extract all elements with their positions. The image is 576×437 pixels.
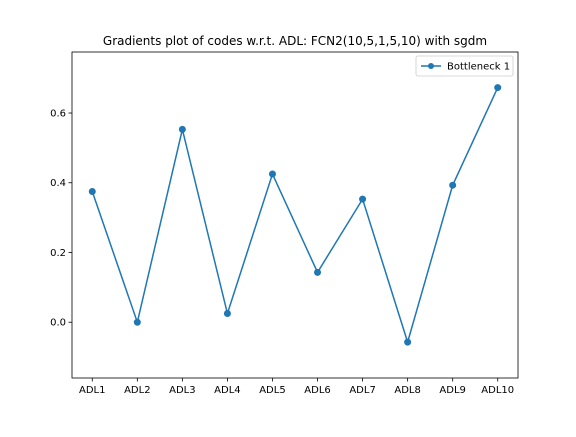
chart-title: Gradients plot of codes w.r.t. ADL: FCN2…: [103, 34, 487, 48]
plot-area: ADL1 ADL2 ADL3 ADL4 ADL5 ADL6 ADL7 ADL8 ADL9 ADL1…: [50, 51, 519, 396]
y-tick-label: 0.0: [50, 318, 66, 329]
data-point: [359, 195, 367, 203]
legend-label: Bottleneck 1: [447, 62, 510, 73]
x-tick-label: ADL5: [259, 385, 285, 396]
series-line: [91, 87, 499, 345]
data-point: [133, 318, 141, 326]
axes-frame: [71, 51, 519, 379]
data-point: [314, 268, 322, 276]
x-tick-label: ADL8: [394, 385, 420, 396]
y-tick-label: 0.6: [50, 109, 66, 120]
x-tick-label: ADL9: [439, 385, 465, 396]
y-tick-label: 0.2: [50, 248, 66, 259]
data-point: [449, 181, 457, 189]
x-tick-label: ADL1: [79, 385, 105, 396]
x-tick-label: ADL2: [124, 385, 150, 396]
x-tick-label: ADL10: [481, 385, 514, 396]
data-point: [88, 187, 96, 195]
data-point: [404, 338, 412, 346]
x-tick-label: ADL4: [214, 385, 240, 396]
legend-box: [415, 55, 514, 77]
x-tick-label: ADL7: [349, 385, 375, 396]
legend: Bottleneck 1: [415, 55, 514, 77]
x-tick-label: ADL3: [169, 385, 195, 396]
data-point: [223, 309, 231, 317]
data-point: [268, 170, 276, 178]
legend-marker: [428, 63, 434, 69]
y-tick-label: 0.4: [50, 178, 66, 189]
x-tick-label: ADL6: [304, 385, 330, 396]
data-point: [178, 125, 186, 133]
data-point: [494, 84, 502, 92]
